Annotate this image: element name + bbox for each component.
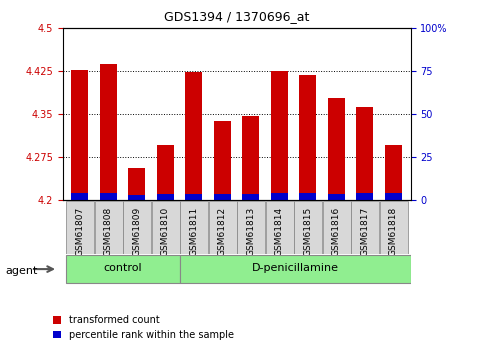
Text: GSM61815: GSM61815 xyxy=(303,207,313,256)
Bar xyxy=(351,201,379,254)
Bar xyxy=(294,201,322,254)
Text: GSM61808: GSM61808 xyxy=(104,207,113,256)
Bar xyxy=(385,146,402,200)
Bar xyxy=(266,201,294,254)
Bar xyxy=(66,201,94,254)
Text: D-penicillamine: D-penicillamine xyxy=(252,264,339,274)
Bar xyxy=(242,116,259,200)
Bar xyxy=(209,201,237,254)
Text: GSM61811: GSM61811 xyxy=(189,207,199,256)
Text: control: control xyxy=(103,264,142,274)
Bar xyxy=(299,193,316,200)
Bar xyxy=(328,98,345,200)
Bar xyxy=(185,194,202,200)
Text: GDS1394 / 1370696_at: GDS1394 / 1370696_at xyxy=(164,10,309,23)
Bar xyxy=(271,193,288,200)
Bar xyxy=(323,201,351,254)
Bar xyxy=(100,64,117,200)
Bar xyxy=(71,70,88,200)
Bar xyxy=(100,193,117,200)
Bar xyxy=(299,75,316,200)
Text: GSM61810: GSM61810 xyxy=(161,207,170,256)
Bar xyxy=(271,71,288,200)
Bar xyxy=(95,201,123,254)
Bar xyxy=(128,196,145,200)
Text: GSM61814: GSM61814 xyxy=(275,207,284,256)
Bar xyxy=(128,168,145,200)
Text: GSM61807: GSM61807 xyxy=(75,207,85,256)
Text: agent: agent xyxy=(6,266,38,276)
Legend: transformed count, percentile rank within the sample: transformed count, percentile rank withi… xyxy=(53,315,234,340)
Bar xyxy=(385,193,402,200)
Text: GSM61809: GSM61809 xyxy=(132,207,142,256)
Text: GSM61812: GSM61812 xyxy=(218,207,227,256)
Text: GSM61813: GSM61813 xyxy=(246,207,256,256)
Bar xyxy=(185,72,202,200)
Bar xyxy=(214,194,231,200)
Bar xyxy=(180,201,208,254)
Text: GSM61816: GSM61816 xyxy=(332,207,341,256)
Bar xyxy=(71,193,88,200)
Text: GSM61818: GSM61818 xyxy=(389,207,398,256)
Bar xyxy=(152,201,180,254)
Bar xyxy=(380,201,408,254)
Bar xyxy=(157,145,174,200)
Bar xyxy=(214,121,231,200)
Text: GSM61817: GSM61817 xyxy=(360,207,369,256)
Bar xyxy=(180,255,411,283)
Bar xyxy=(328,194,345,200)
Bar xyxy=(157,194,174,200)
Bar xyxy=(356,193,373,200)
Bar xyxy=(237,201,265,254)
Bar xyxy=(123,201,151,254)
Bar xyxy=(356,107,373,200)
Bar xyxy=(242,194,259,200)
Bar xyxy=(66,255,180,283)
